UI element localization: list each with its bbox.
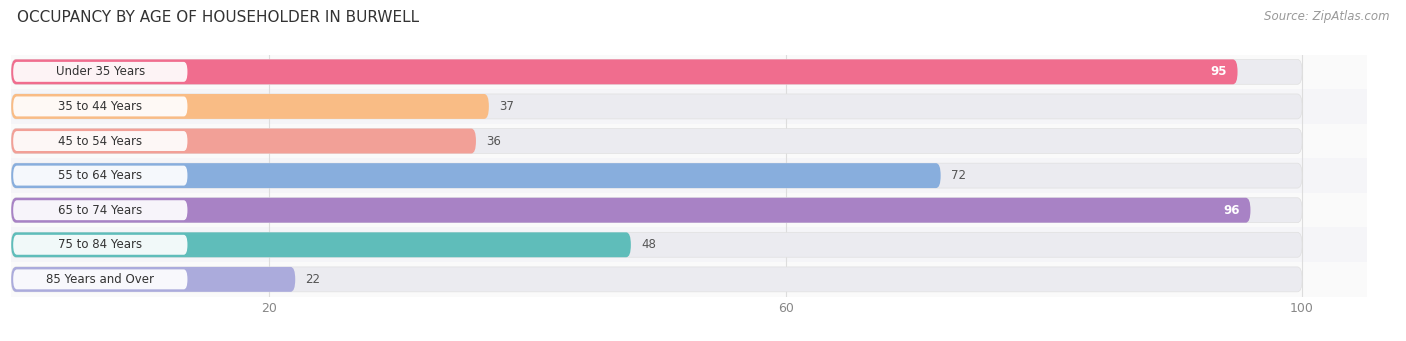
FancyBboxPatch shape — [13, 235, 187, 255]
FancyBboxPatch shape — [11, 198, 1302, 223]
FancyBboxPatch shape — [13, 200, 187, 220]
Text: 96: 96 — [1223, 204, 1240, 217]
FancyBboxPatch shape — [11, 94, 489, 119]
FancyBboxPatch shape — [13, 97, 187, 116]
FancyBboxPatch shape — [13, 166, 187, 186]
FancyBboxPatch shape — [11, 232, 631, 257]
Text: 37: 37 — [499, 100, 515, 113]
FancyBboxPatch shape — [11, 267, 1302, 292]
FancyBboxPatch shape — [11, 124, 1367, 158]
FancyBboxPatch shape — [11, 227, 1367, 262]
Text: 35 to 44 Years: 35 to 44 Years — [58, 100, 142, 113]
Text: OCCUPANCY BY AGE OF HOUSEHOLDER IN BURWELL: OCCUPANCY BY AGE OF HOUSEHOLDER IN BURWE… — [17, 10, 419, 25]
FancyBboxPatch shape — [11, 193, 1367, 227]
Text: 48: 48 — [641, 238, 657, 251]
FancyBboxPatch shape — [11, 158, 1367, 193]
FancyBboxPatch shape — [11, 129, 477, 153]
FancyBboxPatch shape — [11, 163, 1302, 188]
Text: 45 to 54 Years: 45 to 54 Years — [58, 135, 142, 148]
Text: 75 to 84 Years: 75 to 84 Years — [58, 238, 142, 251]
Text: 36: 36 — [486, 135, 501, 148]
Text: Source: ZipAtlas.com: Source: ZipAtlas.com — [1264, 10, 1389, 23]
FancyBboxPatch shape — [13, 62, 187, 82]
FancyBboxPatch shape — [11, 232, 1302, 257]
Text: 72: 72 — [950, 169, 966, 182]
FancyBboxPatch shape — [11, 59, 1237, 84]
Text: 65 to 74 Years: 65 to 74 Years — [58, 204, 142, 217]
Text: Under 35 Years: Under 35 Years — [56, 65, 145, 78]
FancyBboxPatch shape — [11, 129, 1302, 153]
FancyBboxPatch shape — [11, 94, 1302, 119]
Text: 85 Years and Over: 85 Years and Over — [46, 273, 155, 286]
FancyBboxPatch shape — [13, 131, 187, 151]
FancyBboxPatch shape — [11, 59, 1302, 84]
FancyBboxPatch shape — [11, 163, 941, 188]
FancyBboxPatch shape — [11, 267, 295, 292]
FancyBboxPatch shape — [11, 89, 1367, 124]
FancyBboxPatch shape — [11, 262, 1367, 297]
FancyBboxPatch shape — [13, 269, 187, 289]
Text: 22: 22 — [305, 273, 321, 286]
FancyBboxPatch shape — [11, 55, 1367, 89]
Text: 95: 95 — [1211, 65, 1227, 78]
Text: 55 to 64 Years: 55 to 64 Years — [58, 169, 142, 182]
FancyBboxPatch shape — [11, 198, 1250, 223]
